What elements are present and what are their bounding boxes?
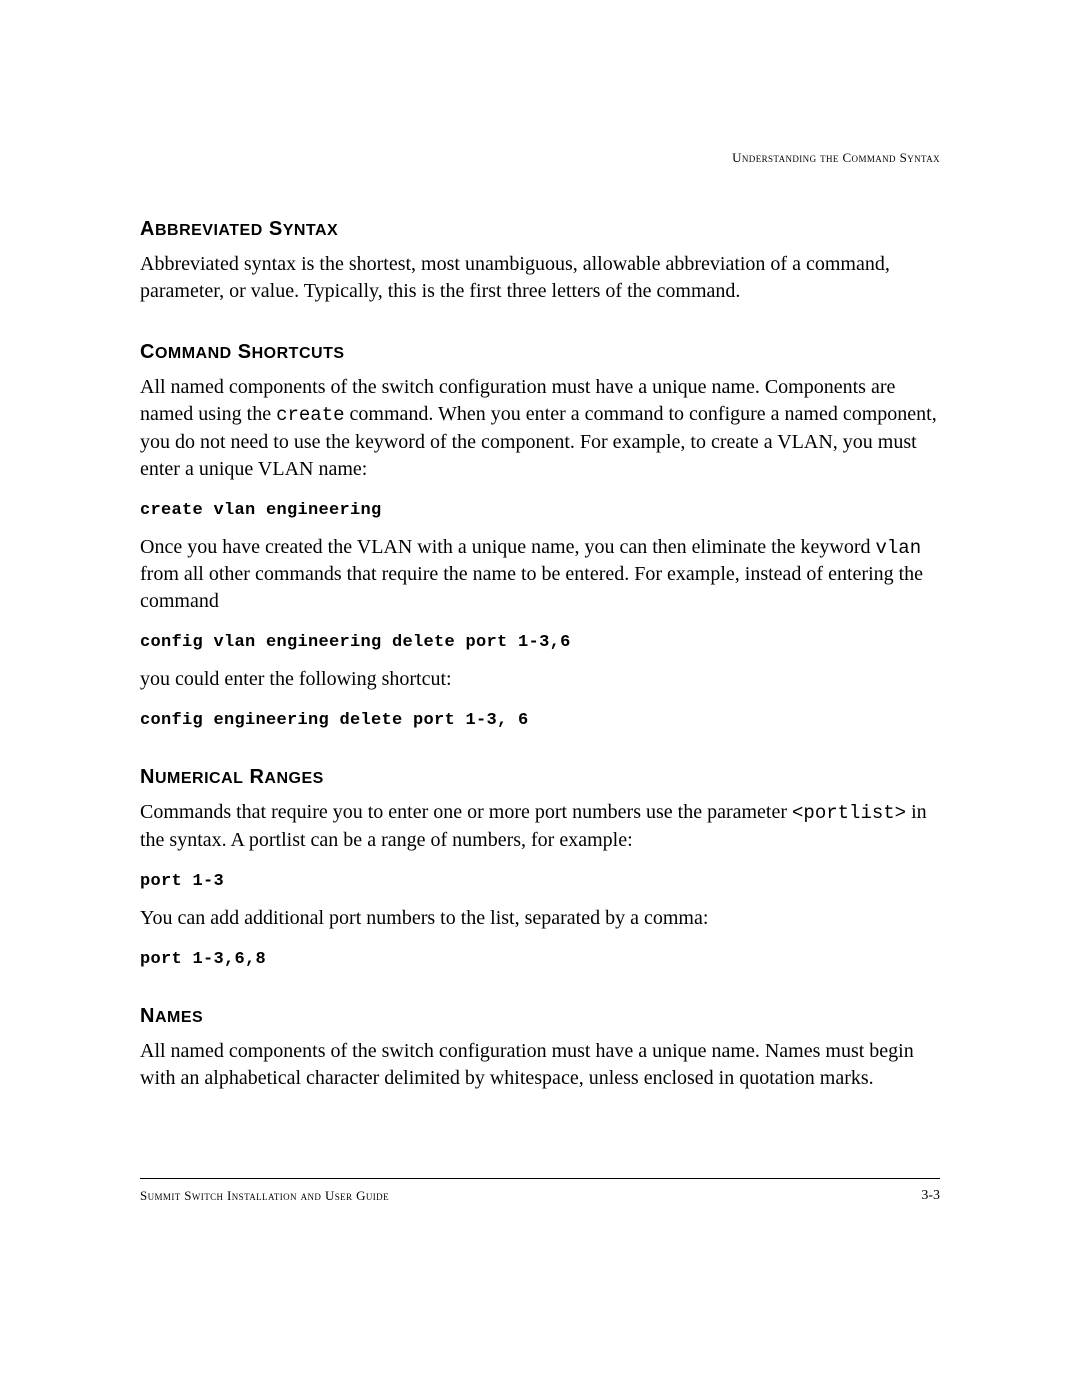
heading-abbreviated-syntax: ABBREVIATED SYNTAX <box>140 218 940 241</box>
paragraph: Once you have created the VLAN with a un… <box>140 534 940 616</box>
inline-code: create <box>276 404 344 426</box>
heading-names: NAMES <box>140 1005 940 1028</box>
heading-numerical-ranges: NUMERICAL RANGES <box>140 766 940 789</box>
section-names: NAMES All named components of the switch… <box>140 1005 940 1092</box>
paragraph: you could enter the following shortcut: <box>140 666 940 693</box>
footer-rule <box>140 1178 940 1179</box>
code-block: config engineering delete port 1-3, 6 <box>140 711 940 730</box>
code-block: create vlan engineering <box>140 501 940 520</box>
code-block: port 1-3 <box>140 872 940 891</box>
heading-command-shortcuts: COMMAND SHORTCUTS <box>140 341 940 364</box>
footer-page-number: 3-3 <box>921 1188 940 1204</box>
paragraph: You can add additional port numbers to t… <box>140 905 940 932</box>
paragraph: Commands that require you to enter one o… <box>140 799 940 854</box>
page-content: Understanding the Command Syntax ABBREVI… <box>140 150 940 1128</box>
section-numerical-ranges: NUMERICAL RANGES Commands that require y… <box>140 766 940 969</box>
code-block: config vlan engineering delete port 1-3,… <box>140 633 940 652</box>
code-block: port 1-3,6,8 <box>140 950 940 969</box>
section-command-shortcuts: COMMAND SHORTCUTS All named components o… <box>140 341 940 730</box>
page-header-right: Understanding the Command Syntax <box>732 150 940 166</box>
paragraph: All named components of the switch confi… <box>140 1038 940 1092</box>
section-abbreviated-syntax: ABBREVIATED SYNTAX Abbreviated syntax is… <box>140 218 940 305</box>
paragraph: All named components of the switch confi… <box>140 374 940 483</box>
paragraph: Abbreviated syntax is the shortest, most… <box>140 251 940 305</box>
footer-left-text: Summit Switch Installation and User Guid… <box>140 1188 389 1204</box>
inline-code: <portlist> <box>792 802 906 824</box>
main-content: ABBREVIATED SYNTAX Abbreviated syntax is… <box>140 218 940 1092</box>
inline-code: vlan <box>876 537 922 559</box>
